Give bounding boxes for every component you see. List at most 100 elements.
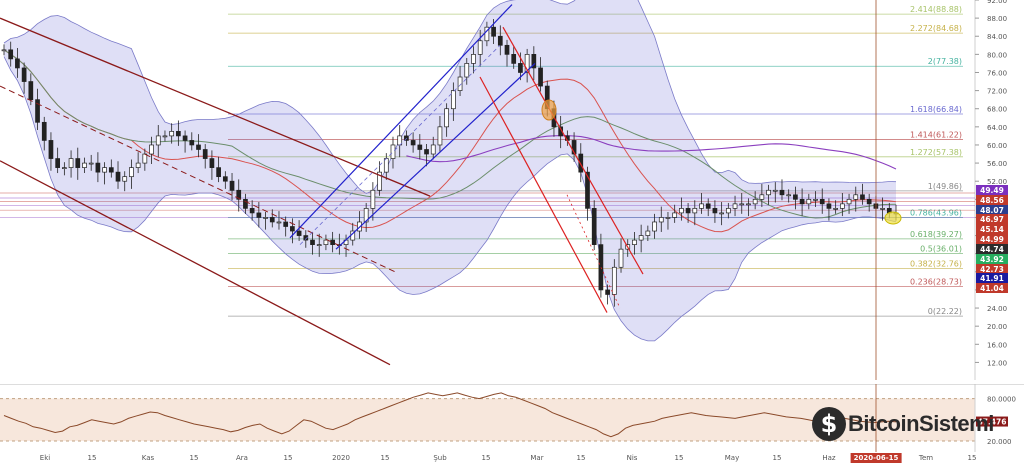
candle-body	[68, 158, 74, 168]
candle-body	[464, 63, 470, 78]
fib-level-label: 0.236(28.73)	[910, 278, 962, 287]
y-tick-label: 56.00	[987, 160, 1007, 168]
candle-body	[866, 198, 872, 205]
candle-body	[531, 54, 537, 69]
candle-body	[323, 239, 329, 245]
candle-body	[826, 203, 832, 209]
candle-body	[719, 212, 724, 215]
candle-body	[705, 203, 711, 209]
crash-channel-dotted	[566, 194, 621, 309]
candle-body	[383, 158, 389, 173]
candle-body	[115, 171, 121, 182]
x-axis-tick-label: Kas	[141, 454, 155, 462]
candle-body	[41, 121, 47, 141]
candle-body	[524, 54, 530, 73]
price-tag-label: 45.14	[980, 225, 1004, 234]
x-axis-tick-label: Mar	[530, 454, 544, 462]
moving-average-200	[406, 135, 897, 170]
candle-body	[692, 208, 698, 214]
bollinger-upper	[3, 0, 897, 194]
candle-body	[296, 230, 302, 236]
candle-body	[75, 158, 81, 168]
ascending-channel-upper	[289, 4, 513, 239]
candle-body	[424, 149, 429, 155]
candle-body	[189, 140, 195, 146]
candle-body	[846, 198, 852, 205]
y-tick-label: 92.00	[987, 0, 1007, 5]
candle-body	[752, 198, 758, 205]
price-tag	[976, 214, 1008, 224]
candle-body	[471, 54, 476, 64]
candle-body	[155, 135, 161, 146]
y-tick-label: 60.00	[987, 142, 1007, 150]
x-axis-tick-label: 15	[772, 454, 782, 462]
candle-body	[672, 212, 678, 218]
candle-body	[62, 167, 67, 169]
x-axis-tick-label: 2020	[332, 454, 350, 462]
bollinger-middle	[3, 49, 897, 233]
y-tick-label: 52.00	[987, 178, 1007, 186]
y-tick-label: 24.00	[987, 305, 1007, 313]
candle-body	[229, 180, 235, 191]
price-tag-label: 46.97	[980, 215, 1004, 224]
candle-body	[222, 176, 228, 182]
candle-body	[283, 221, 289, 227]
candle-body	[249, 208, 255, 214]
x-axis-tick-label: 15	[967, 454, 977, 462]
candle-body	[585, 171, 590, 209]
x-axis: Eki 15 Kas 15 Ara 15 2020 15 Şub 15 Mar 15 Nis 15 May 1…	[0, 452, 1024, 466]
fib-level-label: 2.414(88.88)	[910, 5, 962, 14]
candle-body	[679, 208, 684, 214]
candle-body	[491, 26, 496, 37]
fib-level-label: 1.618(66.84)	[910, 105, 962, 114]
bollinger-lower	[3, 56, 897, 342]
fib-level-label: 1.272(57.38)	[910, 148, 962, 157]
x-axis-tick-label: 15	[380, 454, 390, 462]
candle-body	[370, 189, 376, 209]
x-axis-tick-label: Ara	[236, 454, 248, 462]
candle-body	[833, 208, 838, 210]
crash-channel-upper	[502, 26, 644, 275]
candle-body	[571, 140, 577, 155]
candle-body	[632, 239, 637, 245]
oscillator-tick-label: 20.000	[987, 438, 1012, 446]
fib-level-label: 1.414(61.22)	[910, 130, 962, 139]
candle-body	[35, 99, 40, 123]
x-axis-tick-label: 15	[283, 454, 293, 462]
y-tick-label: 88.00	[987, 15, 1007, 23]
candle-body	[739, 203, 745, 206]
candle-body	[652, 221, 657, 232]
candle-body	[497, 35, 503, 46]
candle-body	[444, 108, 449, 128]
oscillator-line	[3, 392, 897, 438]
candle-body	[658, 217, 664, 223]
highlight-marker-yellow	[884, 211, 902, 225]
fib-level-label: 0.382(32.76)	[910, 259, 962, 268]
candle-body	[699, 203, 704, 209]
candle-body	[484, 26, 490, 42]
price-tag-label: 42.73	[980, 265, 1004, 274]
candle-body	[149, 144, 154, 155]
fib-level-label: 1(49.86)	[928, 182, 962, 191]
candle-body	[95, 162, 101, 173]
candle-body	[196, 144, 201, 150]
y-tick-label: 12.00	[987, 359, 1007, 367]
candle-body	[605, 289, 610, 295]
candle-body	[578, 153, 584, 173]
candle-body	[518, 63, 523, 73]
watermark-text: BitcoinSistemi	[848, 411, 994, 436]
price-chart[interactable]: 12.0016.0020.0024.0028.0032.0036.0040.00…	[0, 0, 1024, 380]
candle-body	[21, 67, 27, 82]
fib-level-label: 0.618(39.27)	[910, 230, 962, 239]
price-tag	[976, 244, 1008, 254]
candle-body	[430, 144, 436, 155]
candle-body	[819, 198, 825, 205]
candle-body	[665, 217, 671, 219]
x-axis-tick-label: Nis	[626, 454, 638, 462]
candle-body	[28, 81, 34, 101]
candle-body	[176, 131, 181, 137]
candle-body	[377, 171, 382, 191]
candle-body	[799, 198, 805, 205]
candle-body	[8, 49, 14, 60]
price-tag	[976, 254, 1008, 264]
